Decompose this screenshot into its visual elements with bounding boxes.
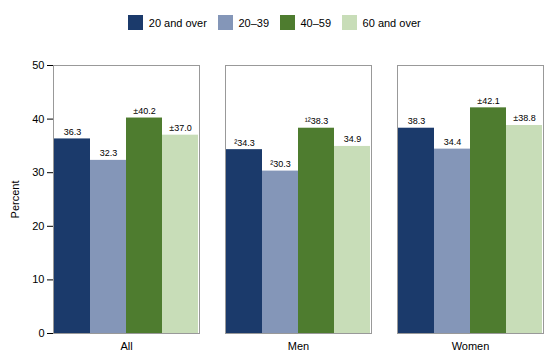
svg-text:²34.3: ²34.3 <box>234 137 255 147</box>
svg-text:²30.3: ²30.3 <box>270 158 291 168</box>
html-text:40–59: 40–59 <box>300 16 332 29</box>
svg-text:¹²38.3: ¹²38.3 <box>305 116 329 126</box>
svg-text:38.3: 38.3 <box>408 116 426 126</box>
svg-text:±40.2: ±40.2 <box>133 105 155 115</box>
svg-text:Men: Men <box>288 340 309 352</box>
svg-text:±42.1: ±42.1 <box>477 95 499 105</box>
svg-text:20: 20 <box>32 219 44 231</box>
svg-text:32.3: 32.3 <box>100 148 118 158</box>
svg-text:10: 10 <box>32 273 44 285</box>
svg-text:40: 40 <box>32 112 44 124</box>
html-text:20–39: 20–39 <box>238 16 269 29</box>
svg-text:±37.0: ±37.0 <box>169 123 191 133</box>
html-text:60 and over: 60 and over <box>362 16 421 29</box>
html-text:20 and over: 20 and over <box>148 16 207 29</box>
svg-text:±38.8: ±38.8 <box>513 113 535 123</box>
svg-text:Women: Women <box>452 340 490 352</box>
svg-text:34.4: 34.4 <box>444 136 462 146</box>
svg-text:0: 0 <box>38 327 44 339</box>
svg-text:50: 50 <box>32 59 44 71</box>
svg-text:All: All <box>120 340 132 352</box>
svg-text:30: 30 <box>32 166 44 178</box>
svg-text:Percent: Percent <box>9 180 21 218</box>
svg-text:34.9: 34.9 <box>344 134 362 144</box>
svg-text:36.3: 36.3 <box>64 126 82 136</box>
